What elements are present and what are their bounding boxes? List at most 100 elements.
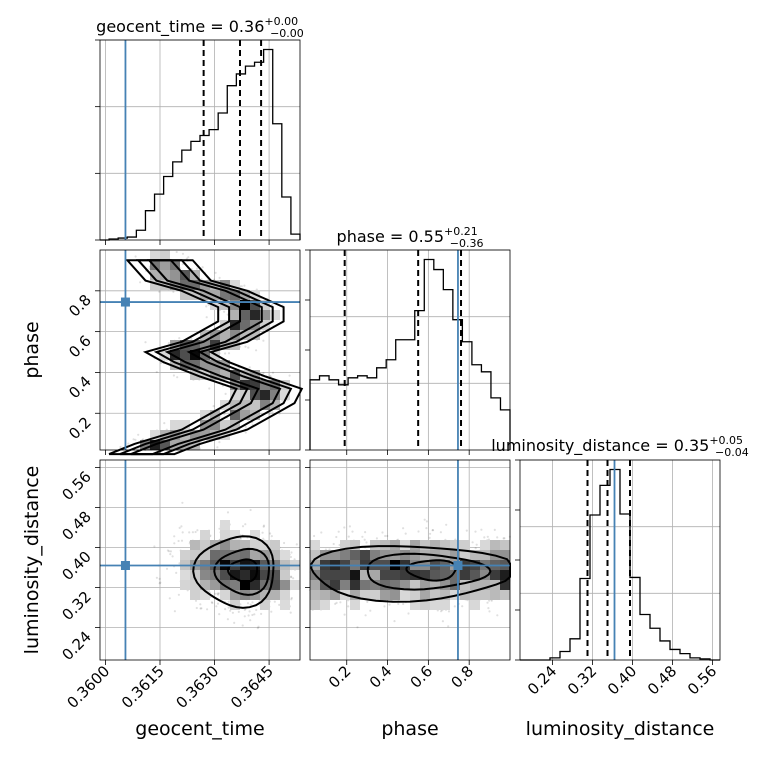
- ylabel-luminosity-distance: luminosity_distance: [21, 466, 43, 655]
- density-cell: [160, 270, 170, 280]
- density-cell: [190, 290, 200, 300]
- density-cell: [260, 390, 270, 400]
- density-cell: [400, 570, 410, 580]
- density-cell: [250, 400, 260, 410]
- density-cell: [410, 550, 420, 560]
- x-tick-label: 0.3630: [172, 662, 222, 712]
- density-cell: [470, 570, 480, 580]
- density-cell: [190, 550, 200, 560]
- sample-point: [487, 607, 490, 610]
- sample-point: [134, 438, 137, 441]
- sample-point: [474, 530, 477, 533]
- sample-point: [173, 535, 176, 538]
- sample-point: [486, 535, 489, 538]
- sample-point: [158, 577, 161, 581]
- sample-point: [167, 342, 170, 345]
- density-cell: [250, 590, 260, 600]
- density-cell: [440, 540, 450, 550]
- density-cell: [280, 380, 290, 390]
- density-cell: [180, 570, 190, 580]
- sample-point: [251, 601, 254, 604]
- density-cell: [250, 570, 260, 580]
- sample-point: [293, 558, 296, 561]
- density-cell: [420, 590, 430, 600]
- sample-point: [404, 532, 407, 535]
- panel-frame: [99, 39, 301, 241]
- density-cell: [160, 260, 170, 270]
- y-tick-label: 0.56: [58, 468, 94, 504]
- density-cell: [280, 570, 290, 580]
- sample-point: [153, 545, 156, 548]
- sample-point: [139, 281, 142, 284]
- density-cell: [240, 300, 250, 310]
- sample-point: [244, 425, 247, 428]
- sample-point: [260, 612, 263, 616]
- xlabel-luminosity-distance: luminosity_distance: [526, 718, 715, 740]
- sample-point: [270, 610, 273, 613]
- quantile-lines: [202, 40, 631, 660]
- density-cell: [250, 330, 260, 340]
- sample-point: [270, 535, 273, 538]
- histogram-phase: [309, 258, 511, 450]
- sample-point: [496, 614, 499, 617]
- sample-point: [262, 372, 265, 375]
- panel-frame: [99, 459, 301, 661]
- sample-point: [425, 527, 428, 530]
- density-cell: [360, 590, 370, 600]
- sample-point: [244, 523, 247, 526]
- density-cell: [150, 280, 160, 290]
- sample-point: [231, 611, 234, 614]
- density-cell: [220, 420, 230, 430]
- density-cell: [480, 540, 490, 550]
- sample-point: [423, 518, 426, 521]
- density-cell: [270, 570, 280, 580]
- density-cell: [250, 580, 260, 590]
- sample-point: [256, 627, 259, 630]
- sample-point: [365, 541, 368, 544]
- density-cell: [210, 420, 220, 430]
- sample-point: [292, 577, 295, 580]
- density-cell: [270, 390, 280, 400]
- density-cell: [170, 340, 180, 350]
- density-cell: [220, 550, 230, 560]
- density-cell: [480, 580, 490, 590]
- sample-point: [402, 527, 405, 530]
- sample-point: [388, 603, 391, 606]
- density-cell: [230, 390, 240, 400]
- density-cell: [170, 270, 180, 280]
- density-cell: [350, 550, 360, 560]
- density-cell: [420, 600, 430, 610]
- density-cell: [430, 590, 440, 600]
- sample-point: [181, 252, 185, 255]
- sample-point: [366, 600, 369, 604]
- truth-markers: [100, 40, 616, 660]
- contour-inner: [226, 558, 259, 583]
- density-cell: [230, 540, 240, 550]
- density-cell: [350, 570, 360, 580]
- y-tick-label: 0.32: [58, 588, 94, 624]
- sample-point: [190, 337, 193, 340]
- panel-frame: [309, 459, 511, 661]
- density-cell: [240, 410, 250, 420]
- density-cell: [280, 600, 290, 610]
- sample-point: [178, 337, 181, 340]
- sample-point: [384, 534, 387, 538]
- density-cell: [490, 570, 500, 580]
- sample-point: [364, 531, 367, 534]
- sample-point: [381, 531, 384, 534]
- density-cell: [220, 540, 230, 550]
- sample-point: [177, 593, 180, 596]
- y-tick-label: 0.40: [58, 548, 94, 584]
- sample-point: [262, 339, 265, 342]
- density-cell: [200, 360, 210, 370]
- sample-point: [269, 532, 272, 535]
- sample-point: [496, 536, 499, 539]
- density-cell: [180, 360, 190, 370]
- sample-point: [160, 361, 163, 365]
- density-cell: [160, 250, 170, 260]
- sample-point: [271, 411, 274, 414]
- density-cell: [460, 540, 470, 550]
- sample-point: [224, 352, 227, 355]
- density-cell: [360, 550, 370, 560]
- sample-point: [393, 620, 396, 623]
